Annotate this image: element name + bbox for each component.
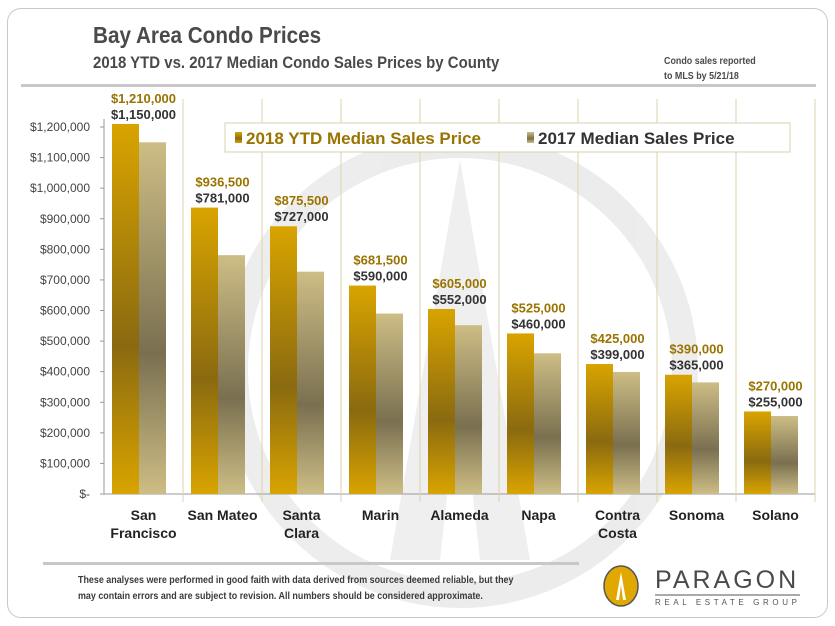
bar-2018 bbox=[744, 411, 771, 494]
brand-divider bbox=[655, 594, 800, 596]
data-label-2018: $605,000 bbox=[432, 276, 486, 291]
data-note: Condo sales reported to MLS by 5/21/18 bbox=[664, 54, 756, 84]
y-tick-label: $500,000 bbox=[40, 334, 90, 348]
data-label-2017: $727,000 bbox=[274, 209, 328, 224]
data-label-2018: $270,000 bbox=[748, 378, 802, 393]
y-tick-label: $600,000 bbox=[40, 304, 90, 318]
data-label-2017: $590,000 bbox=[353, 269, 407, 284]
brand-name: PARAGON bbox=[655, 566, 800, 594]
bar-2018 bbox=[191, 207, 218, 494]
legend-swatch-2017 bbox=[527, 132, 534, 143]
chart-title: Bay Area Condo Prices bbox=[93, 22, 322, 48]
data-label-2017: $399,000 bbox=[590, 347, 644, 362]
disclaimer: These analyses were performed in good fa… bbox=[78, 572, 513, 604]
legend-label-2018: 2018 YTD Median Sales Price bbox=[246, 129, 481, 148]
data-label-2018: $936,500 bbox=[195, 175, 249, 190]
x-tick-label: Santa bbox=[282, 507, 320, 523]
disclaimer-line-2: may contain errors and are subject to re… bbox=[78, 590, 483, 602]
bar-2018 bbox=[349, 285, 376, 494]
x-tick-label: Solano bbox=[752, 507, 799, 523]
bar-2018 bbox=[112, 123, 139, 495]
brand-subtitle: REAL ESTATE GROUP bbox=[655, 598, 801, 607]
y-tick-label: $300,000 bbox=[40, 395, 90, 409]
chart-subtitle: 2018 YTD vs. 2017 Median Condo Sales Pri… bbox=[93, 53, 500, 72]
bar-2018 bbox=[428, 308, 455, 494]
legend: 2018 YTD Median Sales Price 2017 Median … bbox=[224, 122, 791, 153]
bar-2017 bbox=[692, 382, 719, 494]
data-label-2017: $255,000 bbox=[748, 394, 802, 409]
x-tick-label: Napa bbox=[521, 507, 555, 523]
y-tick-label: $900,000 bbox=[40, 212, 90, 226]
data-label-2018: $681,500 bbox=[353, 253, 407, 268]
x-tick-label: Sonoma bbox=[669, 507, 724, 523]
data-label-2018: $425,000 bbox=[590, 331, 644, 346]
legend-swatch-2018 bbox=[235, 132, 242, 143]
y-tick-label: $800,000 bbox=[40, 242, 90, 256]
data-label-2017: $365,000 bbox=[669, 358, 723, 373]
note-line-2: to MLS by 5/21/18 bbox=[664, 70, 739, 82]
x-tick-label: Costa bbox=[598, 525, 637, 541]
data-label-2017: $552,000 bbox=[432, 292, 486, 307]
header-divider bbox=[21, 84, 816, 87]
bar-2017 bbox=[218, 255, 245, 494]
y-tick-label: $1,100,000 bbox=[30, 151, 90, 165]
data-label-2017: $781,000 bbox=[195, 191, 249, 206]
y-tick-label: $- bbox=[79, 487, 90, 501]
x-tick-label: Marin bbox=[362, 507, 399, 523]
bar-2018 bbox=[270, 226, 297, 494]
y-tick-label: $200,000 bbox=[40, 426, 90, 440]
y-tick-label: $1,200,000 bbox=[30, 120, 90, 134]
bar-2017 bbox=[613, 371, 640, 494]
bar-2018 bbox=[665, 374, 692, 494]
bar-2017 bbox=[534, 353, 561, 494]
bar-2018 bbox=[586, 364, 613, 494]
data-label-2018: $525,000 bbox=[511, 300, 565, 315]
x-tick-label: Clara bbox=[284, 525, 319, 541]
y-tick-label: $1,000,000 bbox=[30, 181, 90, 195]
bar-2017 bbox=[771, 416, 798, 494]
data-label-2017: $1,150,000 bbox=[111, 107, 176, 122]
x-tick-label: Alameda bbox=[430, 507, 489, 523]
data-label-2017: $460,000 bbox=[511, 316, 565, 331]
bar-2017 bbox=[455, 325, 482, 494]
y-tick-label: $400,000 bbox=[40, 365, 90, 379]
x-tick-label: Contra bbox=[595, 507, 640, 523]
disclaimer-line-1: These analyses were performed in good fa… bbox=[78, 574, 514, 586]
data-label-2018: $390,000 bbox=[669, 342, 723, 357]
y-tick-label: $700,000 bbox=[40, 273, 90, 287]
bar-2018 bbox=[507, 333, 534, 494]
note-line-1: Condo sales reported bbox=[664, 55, 756, 67]
bar-2017 bbox=[376, 313, 403, 494]
data-label-2018: $1,210,000 bbox=[111, 91, 176, 106]
footer-divider bbox=[43, 562, 579, 565]
x-tick-label: San bbox=[131, 507, 157, 523]
bar-2017 bbox=[297, 271, 324, 494]
x-tick-label: Francisco bbox=[110, 525, 176, 541]
data-label-2018: $875,500 bbox=[274, 193, 328, 208]
x-tick-label: San Mateo bbox=[187, 507, 257, 523]
bar-2017 bbox=[139, 142, 166, 494]
y-tick-label: $100,000 bbox=[40, 456, 90, 470]
legend-label-2017: 2017 Median Sales Price bbox=[538, 129, 735, 148]
